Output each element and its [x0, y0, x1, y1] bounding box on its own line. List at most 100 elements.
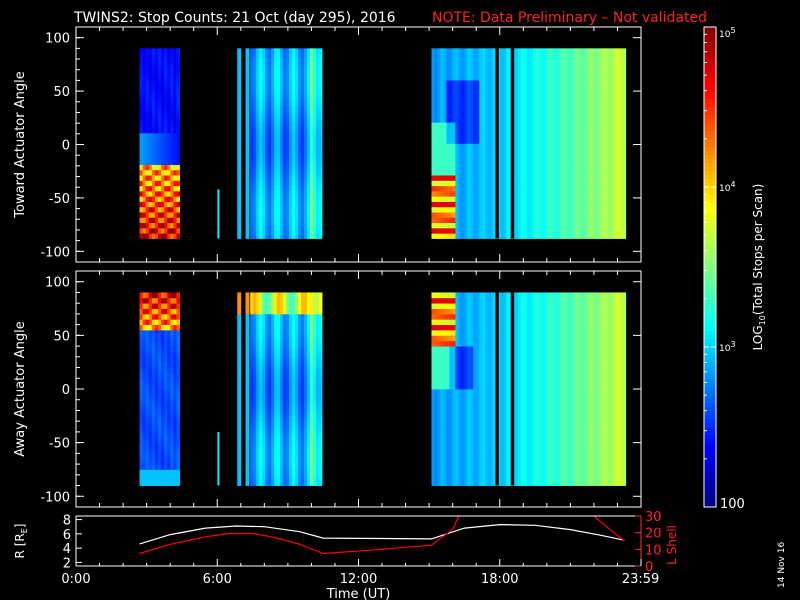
- heatmap-cell: [295, 164, 299, 171]
- heatmap-cell: [154, 190, 159, 197]
- heatmap-cell: [245, 362, 250, 368]
- heatmap-cell: [280, 74, 284, 81]
- heatmap-cell: [551, 159, 555, 165]
- heatmap-cell: [307, 185, 311, 192]
- heatmap-cell: [473, 122, 477, 128]
- heatmap-cell: [571, 153, 576, 160]
- heatmap-cell: [565, 206, 570, 213]
- heatmap-cell: [548, 201, 552, 208]
- heatmap-cell: [571, 101, 576, 107]
- heatmap-cell: [452, 85, 456, 92]
- heatmap-cell: [592, 132, 597, 139]
- heatmap-cell: [455, 201, 459, 208]
- heatmap-cell: [167, 426, 171, 433]
- heatmap-cell: [482, 80, 486, 86]
- heatmap-cell: [491, 106, 495, 113]
- heatmap-cell: [173, 458, 177, 465]
- heatmap-cell: [500, 206, 504, 213]
- heatmap-cell: [274, 159, 278, 165]
- heatmap-cell: [548, 164, 552, 171]
- heatmap-cell: [524, 148, 528, 155]
- heatmap-cell: [539, 127, 543, 134]
- heatmap-cell: [286, 201, 290, 208]
- heatmap-cell: [595, 138, 600, 144]
- heatmap-cell: [245, 169, 250, 176]
- heatmap-cell: [583, 143, 588, 150]
- heatmap-cell: [289, 180, 293, 187]
- heatmap-cell: [262, 453, 266, 460]
- heatmap-cell: [268, 175, 272, 181]
- heatmap-cell: [551, 175, 555, 181]
- heatmap-cell: [431, 190, 435, 197]
- heatmap-cell: [562, 122, 567, 128]
- heatmap-cell: [497, 85, 501, 92]
- heatmap-cell: [167, 190, 171, 197]
- heatmap-cell: [595, 122, 600, 128]
- heatmap-cell: [310, 101, 314, 107]
- heatmap-cell: [173, 313, 177, 320]
- heatmap-cell: [151, 117, 156, 123]
- heatmap-cell: [616, 90, 621, 97]
- heatmap-cell: [170, 346, 174, 352]
- heatmap-cell: [268, 335, 272, 342]
- heatmap-cell: [622, 117, 627, 123]
- heatmap-cell: [173, 222, 177, 229]
- heatmap-cell: [319, 227, 323, 234]
- heatmap-cell: [154, 80, 159, 86]
- heatmap-cell: [295, 453, 299, 460]
- heatmap-cell: [601, 148, 606, 155]
- heatmap-cell: [586, 90, 591, 97]
- heatmap-cell: [440, 106, 444, 113]
- heatmap-cell: [253, 421, 257, 427]
- heatmap-cell: [467, 95, 471, 102]
- heatmap-cell: [458, 80, 462, 86]
- heatmap-cell: [271, 201, 275, 208]
- heatmap-cell: [161, 415, 165, 422]
- heatmap-cell: [253, 448, 257, 454]
- heatmap-cell: [170, 308, 174, 315]
- heatmap-cell: [237, 95, 242, 102]
- heatmap-cell: [292, 127, 296, 134]
- heatmap-cell: [598, 233, 603, 239]
- heatmap-cell: [515, 132, 519, 139]
- heatmap-cell: [506, 159, 510, 165]
- heatmap-cell: [274, 410, 278, 417]
- heatmap-cell: [173, 196, 177, 202]
- heatmap-cell: [503, 217, 507, 224]
- heatmap-cell: [237, 378, 242, 385]
- heatmap-cell: [446, 111, 450, 118]
- heatmap-cell: [551, 190, 555, 197]
- heatmap-cell: [589, 64, 594, 70]
- heatmap-cell: [533, 196, 537, 202]
- heatmap-cell: [158, 196, 162, 202]
- heatmap-cell: [170, 330, 174, 336]
- heatmap-cell: [568, 58, 573, 65]
- heatmap-cell: [542, 85, 546, 92]
- heatmap-cell: [142, 437, 147, 444]
- heatmap-cell: [586, 206, 591, 213]
- heatmap-cell: [431, 132, 435, 139]
- heatmap-cell: [142, 421, 147, 427]
- heatmap-cell: [521, 80, 525, 86]
- heatmap-cell: [167, 85, 171, 92]
- heatmap-cell: [449, 180, 453, 187]
- heatmap-cell: [176, 95, 180, 102]
- heatmap-cell: [151, 464, 156, 470]
- heatmap-cell: [265, 164, 269, 171]
- heatmap-cell: [583, 217, 588, 224]
- heatmap-cell: [259, 74, 263, 81]
- heatmap-cell: [170, 153, 174, 160]
- heatmap-cell: [452, 148, 456, 155]
- heatmap-cell: [610, 222, 615, 229]
- heatmap-cell: [259, 340, 263, 347]
- heatmap-cell: [434, 53, 438, 60]
- heatmap-cell: [148, 399, 153, 406]
- heatmap-cell: [164, 303, 168, 309]
- heatmap-cell: [607, 206, 612, 213]
- heatmap-cell: [491, 153, 495, 160]
- heatmap-cell: [476, 48, 480, 55]
- heatmap-cell: [431, 175, 435, 181]
- heatmap-cell: [154, 185, 159, 192]
- heatmap-cell: [592, 217, 597, 224]
- heatmap-cell: [154, 362, 159, 368]
